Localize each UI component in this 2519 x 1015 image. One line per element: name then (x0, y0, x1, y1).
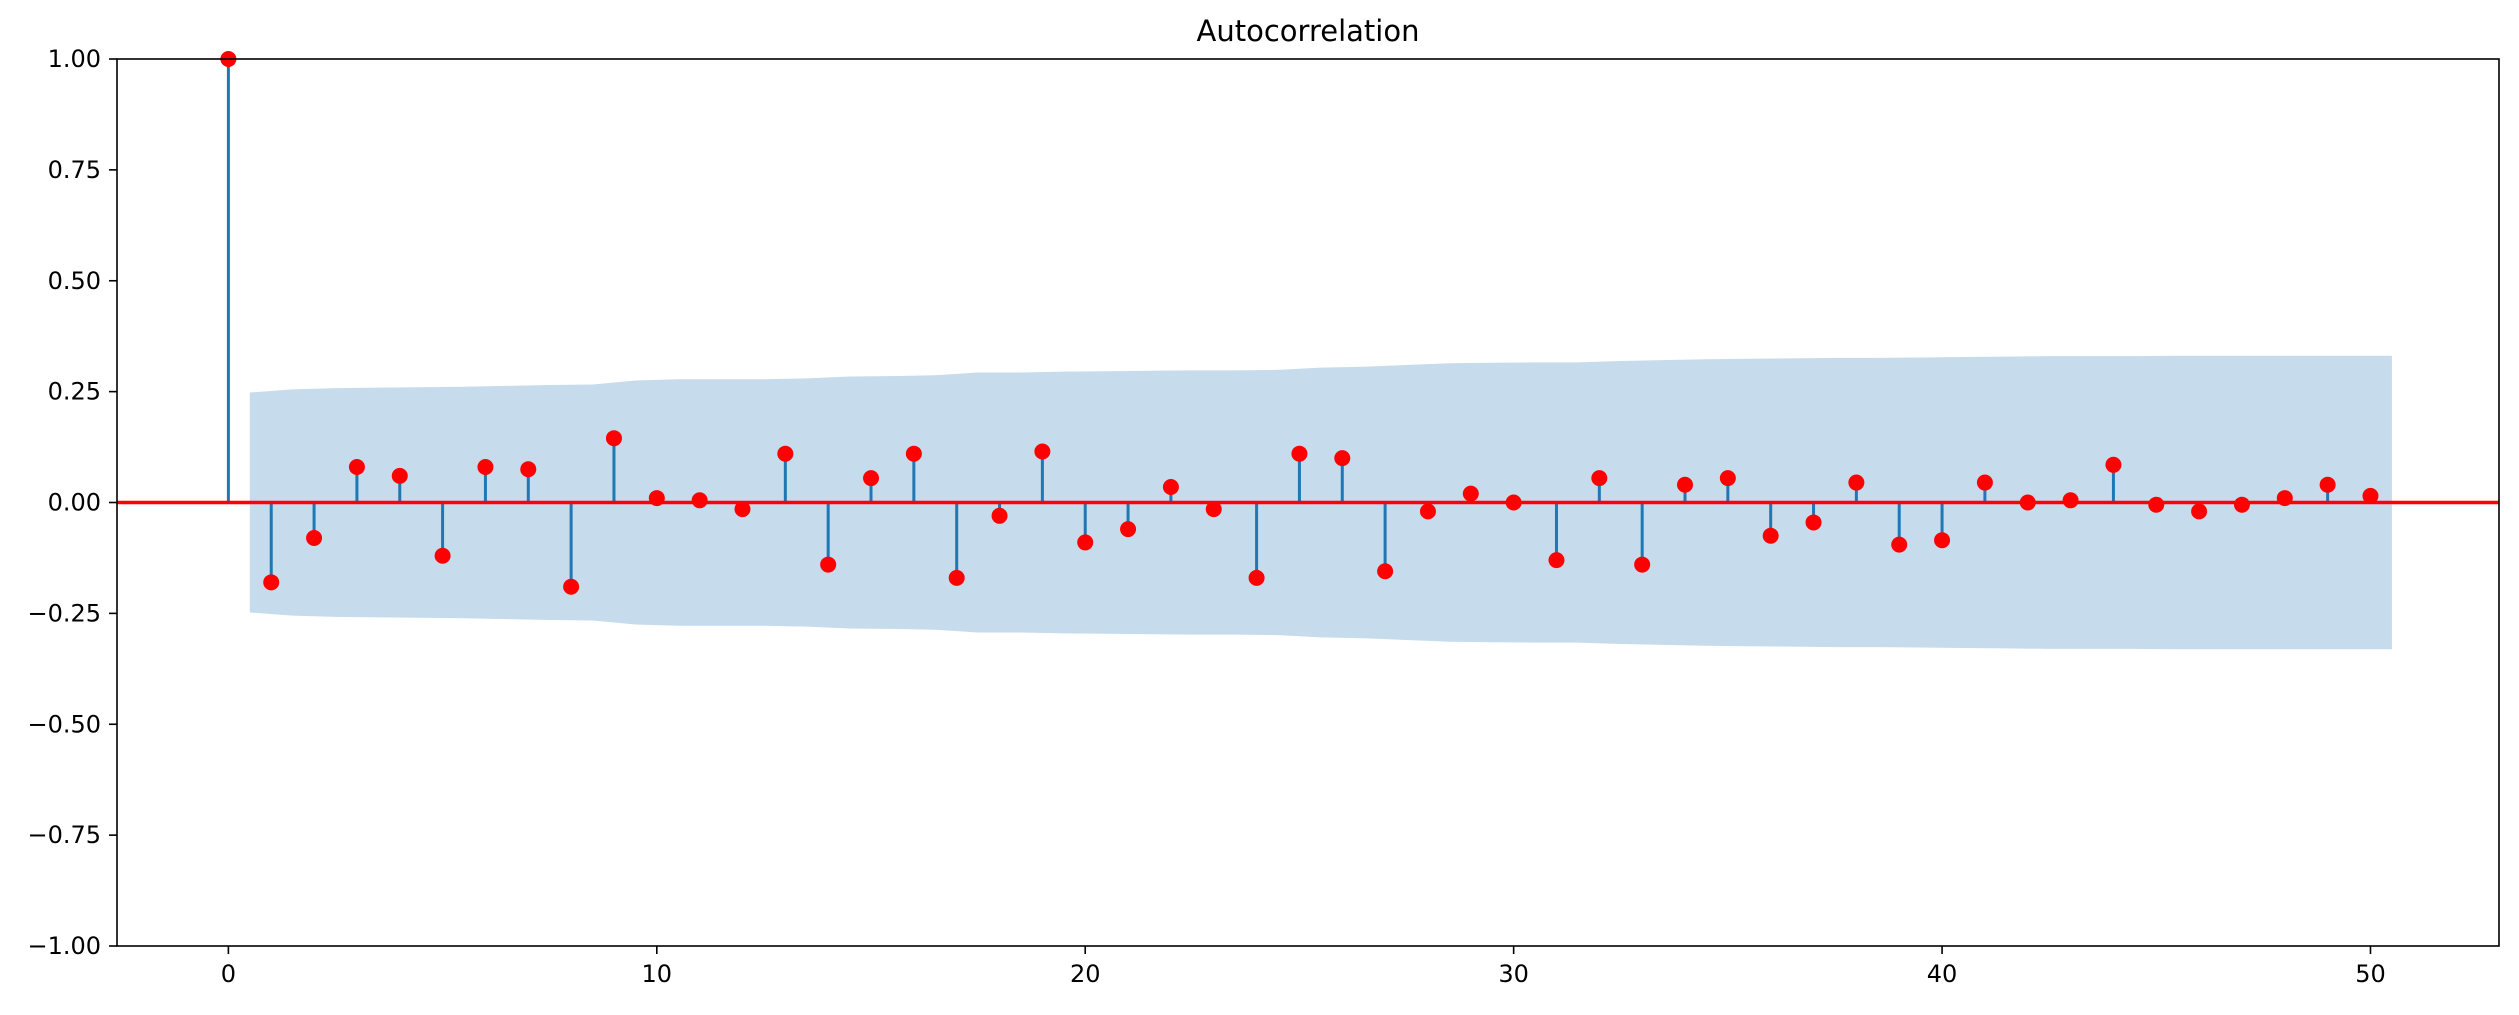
marker-lag-42 (2019, 494, 2036, 511)
marker-lag-14 (820, 556, 837, 573)
marker-lag-3 (348, 459, 365, 476)
x-tick-label: 40 (1927, 960, 1958, 988)
marker-lag-41 (1976, 474, 1993, 491)
marker-lag-22 (1162, 478, 1179, 495)
chart-title: Autocorrelation (1197, 14, 1420, 48)
y-tick-label: 1.00 (48, 45, 101, 73)
marker-lag-33 (1634, 556, 1651, 573)
marker-lag-15 (863, 470, 880, 487)
marker-lag-18 (991, 507, 1008, 524)
marker-lag-23 (1205, 501, 1222, 518)
marker-lag-12 (734, 501, 751, 518)
marker-layer (220, 51, 2379, 595)
marker-lag-47 (2233, 496, 2250, 513)
y-tick-label: 0.00 (48, 489, 101, 517)
marker-lag-50 (2362, 487, 2379, 504)
marker-lag-48 (2276, 490, 2293, 507)
marker-lag-30 (1505, 494, 1522, 511)
marker-lag-7 (520, 461, 537, 478)
marker-lag-31 (1548, 552, 1565, 569)
marker-lag-20 (1077, 534, 1094, 551)
marker-lag-26 (1334, 450, 1351, 467)
marker-lag-37 (1805, 514, 1822, 531)
marker-lag-49 (2319, 476, 2336, 493)
marker-lag-10 (648, 490, 665, 507)
y-tick-label: −0.75 (27, 821, 101, 849)
marker-lag-28 (1419, 503, 1436, 520)
marker-lag-29 (1462, 485, 1479, 502)
marker-lag-25 (1291, 445, 1308, 462)
x-tick-label: 30 (1498, 960, 1529, 988)
marker-lag-11 (691, 492, 708, 509)
marker-lag-24 (1248, 569, 1265, 586)
x-tick-label: 0 (221, 960, 236, 988)
marker-lag-35 (1719, 470, 1736, 487)
marker-lag-32 (1591, 470, 1608, 487)
marker-lag-43 (2062, 492, 2079, 509)
y-tick-label: 0.75 (48, 156, 101, 184)
y-tick-label: −0.25 (27, 599, 101, 627)
marker-lag-13 (777, 445, 794, 462)
x-tick-label: 20 (1070, 960, 1101, 988)
marker-lag-1 (263, 574, 280, 591)
marker-lag-8 (563, 578, 580, 595)
marker-lag-19 (1034, 443, 1051, 460)
y-tick-label: 0.25 (48, 378, 101, 406)
x-tick-label: 10 (642, 960, 673, 988)
marker-lag-6 (477, 459, 494, 476)
marker-lag-34 (1677, 476, 1694, 493)
marker-lag-46 (2191, 503, 2208, 520)
marker-lag-21 (1120, 521, 1137, 538)
marker-lag-16 (905, 445, 922, 462)
marker-lag-36 (1762, 527, 1779, 544)
y-tick-label: −0.50 (27, 710, 101, 738)
marker-lag-44 (2105, 456, 2122, 473)
marker-lag-38 (1848, 474, 1865, 491)
marker-lag-9 (605, 430, 622, 447)
marker-lag-4 (391, 467, 408, 484)
marker-lag-40 (1934, 532, 1951, 549)
marker-lag-39 (1891, 536, 1908, 553)
y-tick-label: 0.50 (48, 267, 101, 295)
axes-layer: 0 10 20 30 40 50 1.00 0.75 0.50 0.25 0.00 −0.25 −0.5… (27, 45, 2500, 988)
marker-lag-2 (306, 529, 323, 546)
marker-lag-17 (948, 569, 965, 586)
marker-lag-5 (434, 547, 451, 564)
y-tick-label: −1.00 (27, 932, 101, 960)
marker-lag-27 (1377, 563, 1394, 580)
marker-lag-45 (2148, 496, 2165, 513)
x-tick-label: 50 (2355, 960, 2386, 988)
